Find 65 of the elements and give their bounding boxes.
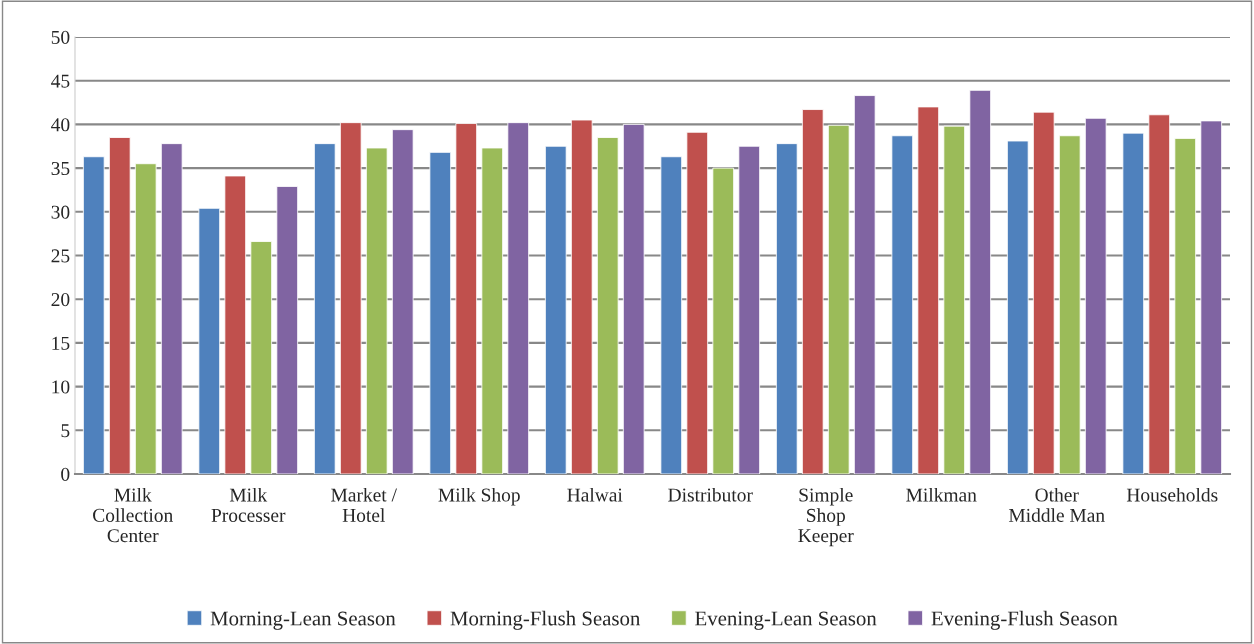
bar — [827, 124, 850, 474]
legend-label: Evening-Lean Season — [695, 611, 877, 630]
bar — [686, 131, 709, 474]
bar — [429, 151, 452, 474]
bar — [712, 167, 735, 474]
legend-label: Evening-Flush Season — [931, 610, 1118, 630]
legend-label: Morning-Lean Season — [210, 611, 396, 630]
bar — [313, 143, 336, 474]
bar — [570, 119, 593, 474]
bar — [507, 122, 530, 474]
x-tick-label: Milk Shop — [438, 487, 520, 506]
x-tick-label: Other Middle Man — [1008, 487, 1105, 522]
bar — [596, 137, 619, 474]
y-tick-label: 25 — [51, 249, 70, 263]
legend-label: Morning-Flush Season — [450, 610, 641, 630]
y-tick-label: 5 — [61, 424, 70, 438]
y-tick-label: 35 — [51, 161, 70, 176]
bar — [738, 145, 761, 474]
bar — [544, 145, 567, 474]
bar — [853, 95, 876, 474]
bar — [224, 175, 247, 474]
y-tick-label: 10 — [52, 380, 70, 394]
y-tick-label: 40 — [51, 118, 70, 132]
bar — [1006, 140, 1029, 474]
x-tick-label: Halwai — [567, 487, 623, 502]
bar — [276, 186, 299, 474]
bar — [198, 207, 221, 474]
bar — [391, 129, 414, 474]
bar — [1032, 111, 1055, 474]
bar — [1174, 137, 1197, 474]
bar — [917, 106, 940, 474]
x-tick-label: Milkman — [906, 487, 977, 502]
bar — [1200, 120, 1223, 474]
bar — [660, 156, 683, 474]
bar — [1058, 135, 1081, 474]
bar — [481, 147, 504, 474]
bar — [455, 123, 478, 474]
y-tick-label: 0 — [61, 467, 70, 481]
bar — [1084, 117, 1107, 474]
bar — [365, 147, 388, 474]
y-tick-label: 50 — [51, 30, 70, 44]
x-tick-label: Simple Shop Keeper — [798, 487, 854, 547]
y-tick-label: 45 — [51, 74, 70, 88]
y-tick-label: 15 — [52, 336, 70, 350]
bar — [775, 143, 798, 474]
bar — [82, 156, 105, 474]
bar — [108, 137, 131, 474]
bar — [134, 163, 157, 474]
y-tick-label: 30 — [51, 205, 70, 219]
bar — [160, 143, 183, 474]
x-tick-label: Households — [1126, 487, 1218, 502]
x-tick-label: Distributor — [668, 487, 753, 502]
bar — [1122, 132, 1145, 474]
bar — [969, 89, 992, 474]
x-tick-label: Milk Collection Center — [93, 487, 173, 543]
y-tick-label: 20 — [51, 293, 70, 307]
x-tick-label: Milk Processer — [211, 487, 286, 522]
bar — [1148, 114, 1171, 474]
bar — [250, 241, 273, 474]
bar — [891, 135, 914, 474]
bar — [943, 125, 966, 474]
bar — [622, 123, 645, 474]
bar — [339, 122, 362, 474]
x-tick-label: Market / Hotel — [331, 487, 397, 522]
bar — [801, 109, 824, 474]
